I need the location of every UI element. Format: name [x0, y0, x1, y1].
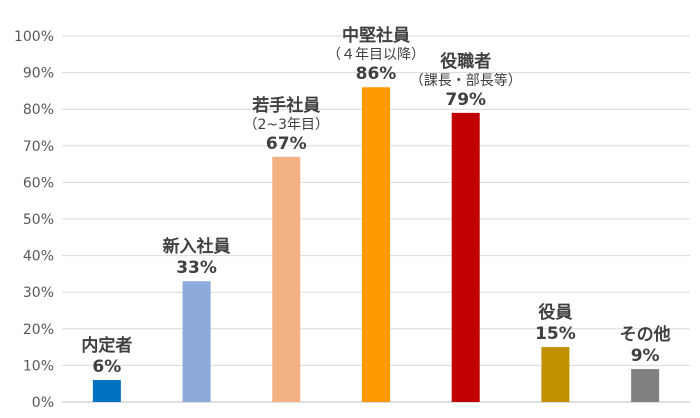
bar [541, 347, 570, 402]
bars [92, 87, 660, 403]
bar [631, 369, 660, 402]
data-labels: 6%内定者 33%新入社員 67%（2~3年目）若手社員 86%（４年目以降）中堅社員… [81, 25, 670, 377]
data-label-value: 6% [92, 357, 121, 377]
y-tick-label: 100% [14, 29, 54, 45]
data-label-category: その他 [620, 324, 671, 345]
data-label-category: 新入社員 [163, 236, 231, 257]
data-label-value: 33% [176, 258, 217, 278]
data-label-category: 中堅社員 [342, 25, 410, 46]
bar [92, 380, 121, 402]
y-tick-label: 70% [23, 139, 54, 155]
y-tick-label: 80% [23, 102, 54, 118]
y-tick-label: 10% [23, 358, 54, 374]
y-axis-ticks: 0% 10% 20% 30% 40% 50% 60% 70% 80% 90% 100% [14, 29, 54, 411]
y-tick-label: 90% [23, 66, 54, 82]
data-label-sublabel: （４年目以降） [327, 47, 425, 63]
y-tick-label: 0% [32, 395, 54, 411]
bar [182, 281, 211, 402]
y-tick-label: 60% [23, 175, 54, 191]
y-tick-label: 20% [23, 322, 54, 338]
data-label-value: 9% [631, 346, 660, 366]
data-label-sublabel: （課長・部長等） [410, 72, 522, 89]
data-label-category: 役員 [538, 302, 572, 323]
bar [272, 156, 301, 402]
y-tick-label: 50% [23, 212, 54, 228]
data-label-sublabel: （2~3年目） [244, 117, 330, 133]
data-label-value: 79% [445, 90, 486, 110]
data-label-category: 内定者 [81, 335, 132, 356]
y-tick-label: 30% [23, 285, 54, 301]
bar [362, 87, 390, 403]
data-label-value: 86% [356, 64, 397, 84]
y-tick-label: 40% [23, 249, 54, 265]
data-label-category: 役職者 [440, 51, 491, 72]
bar [451, 112, 480, 403]
data-label-value: 15% [535, 324, 576, 344]
data-label-category: 若手社員 [251, 95, 320, 116]
data-label-value: 67% [266, 134, 307, 154]
